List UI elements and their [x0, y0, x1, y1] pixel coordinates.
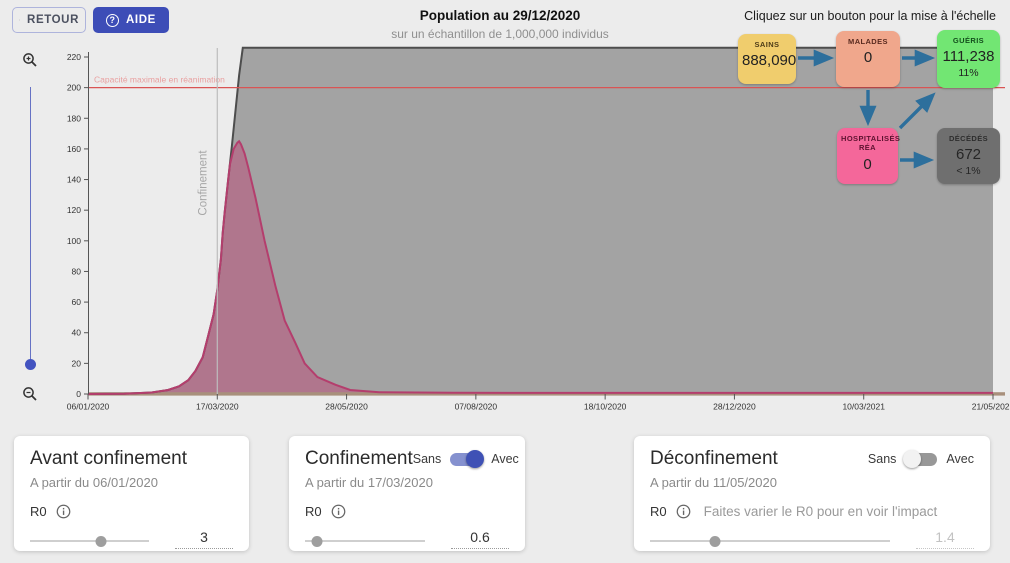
- decedes-label: DÉCÉDÉS: [948, 134, 989, 143]
- hospitalises-rea-curve: [87, 139, 993, 395]
- panel-confinement: Confinement Sans Avec A partir du 17/03/…: [289, 436, 525, 551]
- r0-hint: Faites varier le R0 pour en voir l'impac…: [703, 503, 938, 519]
- panel-start-date: A partir du 11/05/2020: [650, 475, 777, 490]
- y-tick-label: 0: [76, 389, 81, 399]
- x-tick-label: 10/03/2021: [842, 402, 885, 412]
- r0-label: R0: [30, 503, 47, 519]
- y-tick-label: 60: [72, 297, 82, 307]
- decedes-value: 672: [955, 146, 982, 164]
- malades-label: MALADES: [848, 37, 888, 46]
- malades-value: 0: [863, 49, 873, 67]
- x-tick-label: 06/01/2020: [67, 402, 110, 412]
- x-tick-label: 17/03/2020: [196, 402, 239, 412]
- aide-button[interactable]: ? AIDE: [93, 7, 169, 33]
- panel-title: Confinement: [305, 448, 413, 469]
- population-atteinte-area: [88, 47, 993, 395]
- deconfinement-toggle[interactable]: [903, 450, 938, 468]
- confinement-toggle[interactable]: [450, 450, 485, 468]
- info-icon[interactable]: [676, 504, 691, 519]
- toggle-thumb[interactable]: [903, 450, 922, 468]
- r0-value-input[interactable]: 3: [175, 529, 233, 549]
- panel-title: Déconfinement: [650, 448, 778, 469]
- sains-box[interactable]: SAINS 888,090: [738, 34, 796, 84]
- x-axis-bar: [88, 392, 1005, 396]
- retour-label: RETOUR: [27, 14, 79, 26]
- hospitalises-rea-box[interactable]: HOSPITALISÉS RÉA 0: [837, 128, 901, 184]
- zoom-out-icon[interactable]: [22, 386, 38, 402]
- aide-label: AIDE: [126, 14, 156, 26]
- r0-slider[interactable]: [650, 535, 890, 547]
- page-subtitle: sur un échantillon de 1,000,000 individu…: [391, 27, 609, 41]
- r0-slider-thumb[interactable]: [709, 535, 721, 547]
- y-tick-label: 100: [67, 236, 81, 246]
- x-tick-label: 18/10/2020: [584, 402, 627, 412]
- panel-avant-confinement: Avant confinement A partir du 06/01/2020…: [14, 436, 249, 551]
- confinement-label: Confinement: [197, 150, 209, 216]
- zoom-in-icon[interactable]: [22, 52, 38, 68]
- decedes-percent: < 1%: [956, 164, 981, 177]
- gueris-label: GUÉRIS: [952, 36, 985, 45]
- capacity-label: Capacité maximale en réanimation: [94, 75, 225, 85]
- toggle-off-label: Sans: [412, 452, 442, 466]
- page-title: Population au 29/12/2020: [419, 8, 581, 23]
- toggle-on-label: Avec: [491, 452, 519, 466]
- y-tick-label: 220: [67, 52, 81, 62]
- toggle-off-label: Sans: [867, 452, 897, 466]
- y-tick-label: 140: [67, 175, 81, 185]
- y-tick-label: 120: [67, 205, 81, 215]
- info-icon[interactable]: [331, 504, 346, 519]
- r0-slider[interactable]: [305, 535, 425, 547]
- hospitalises-value: 0: [863, 155, 872, 173]
- x-tick-label: 21/05/2021: [972, 402, 1010, 412]
- y-tick-label: 200: [67, 83, 81, 93]
- toggle-on-label: Avec: [946, 452, 974, 466]
- x-tick-label: 07/08/2020: [455, 402, 498, 412]
- zoom-slider[interactable]: [29, 87, 31, 368]
- chevron-left-icon: [19, 19, 20, 21]
- r0-slider-thumb[interactable]: [95, 535, 107, 547]
- panel-title: Avant confinement: [30, 448, 188, 469]
- r0-slider[interactable]: [30, 535, 149, 547]
- toggle-thumb[interactable]: [466, 450, 485, 468]
- sains-label: SAINS: [754, 40, 780, 49]
- panel-deconfinement: Déconfinement Sans Avec A partir du 11/0…: [634, 436, 990, 551]
- y-tick-label: 20: [72, 358, 82, 368]
- hospitalises-label: HOSPITALISÉS RÉA: [841, 134, 901, 153]
- sains-value: 888,090: [742, 52, 797, 70]
- scale-hint: Cliquez sur un bouton pour la mise à l'é…: [744, 9, 996, 23]
- r0-value-input[interactable]: 0.6: [451, 529, 509, 549]
- y-tick-label: 40: [72, 328, 82, 338]
- epidemic-chart: Capacité maximale en réanimation Confinem…: [67, 46, 1010, 412]
- r0-label: R0: [650, 503, 667, 519]
- info-icon[interactable]: [56, 504, 71, 519]
- x-tick-label: 28/05/2020: [325, 402, 368, 412]
- help-icon: ?: [106, 13, 119, 27]
- y-tick-label: 80: [72, 266, 82, 276]
- y-tick-label: 160: [67, 144, 81, 154]
- gueris-box[interactable]: GUÉRIS 111,238 11%: [937, 30, 1000, 88]
- gueris-percent: 11%: [958, 66, 979, 79]
- retour-button[interactable]: RETOUR: [12, 7, 86, 33]
- hospitalises-rea-area: [88, 141, 993, 394]
- zoom-slider-thumb[interactable]: [25, 359, 36, 370]
- decedes-box[interactable]: DÉCÉDÉS 672 < 1%: [937, 128, 1000, 184]
- x-tick-label: 28/12/2020: [713, 402, 756, 412]
- gueris-value: 111,238: [942, 48, 995, 66]
- r0-slider-thumb[interactable]: [311, 535, 323, 547]
- chart-zoom-control: [16, 48, 44, 404]
- r0-value-input[interactable]: 1.4: [916, 529, 974, 549]
- r0-label: R0: [305, 503, 322, 519]
- panel-start-date: A partir du 06/01/2020: [30, 475, 158, 490]
- malades-box[interactable]: MALADES 0: [836, 31, 900, 87]
- y-tick-label: 180: [67, 113, 81, 123]
- panel-start-date: A partir du 17/03/2020: [305, 475, 433, 490]
